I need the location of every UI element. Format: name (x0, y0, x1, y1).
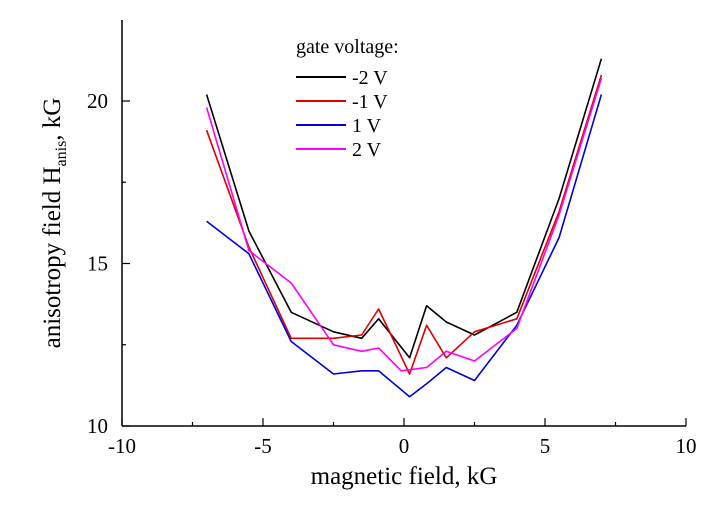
y-axis-title: anisotropy field Hanis, kG (39, 98, 70, 349)
legend-items: -2 V-1 V1 V2 V (296, 67, 388, 161)
x-tick-label: -10 (108, 434, 136, 458)
legend-label: 1 V (352, 115, 382, 137)
legend-label: -1 V (352, 91, 388, 113)
y-tick-label: 10 (87, 414, 108, 438)
y-axis-title-subscript: anis (53, 141, 70, 167)
series-line (205, 74, 603, 375)
y-axis-title-main: anisotropy field H (39, 166, 66, 348)
series-line (206, 94, 603, 398)
x-axis-title: magnetic field, kG (311, 463, 498, 490)
x-axis-ticks: -10 -5 0 5 10 (108, 418, 697, 458)
legend-label: 2 V (352, 139, 382, 161)
series-lines (205, 58, 603, 398)
y-tick-label: 20 (87, 89, 108, 113)
x-tick-label: 10 (676, 434, 697, 458)
x-tick-label: 0 (399, 434, 410, 458)
y-axis-ticks: 10 15 20 (87, 89, 130, 438)
legend: gate voltage: -2 V-1 V1 V2 V (296, 36, 399, 161)
y-axis-title-unit: , kG (39, 98, 66, 141)
x-tick-label: -5 (254, 434, 272, 458)
y-tick-label: 15 (87, 252, 108, 276)
series-line (205, 58, 603, 359)
legend-title: gate voltage: (296, 36, 399, 58)
series-line (205, 78, 603, 372)
x-tick-label: 5 (540, 434, 551, 458)
legend-label: -2 V (352, 67, 388, 89)
